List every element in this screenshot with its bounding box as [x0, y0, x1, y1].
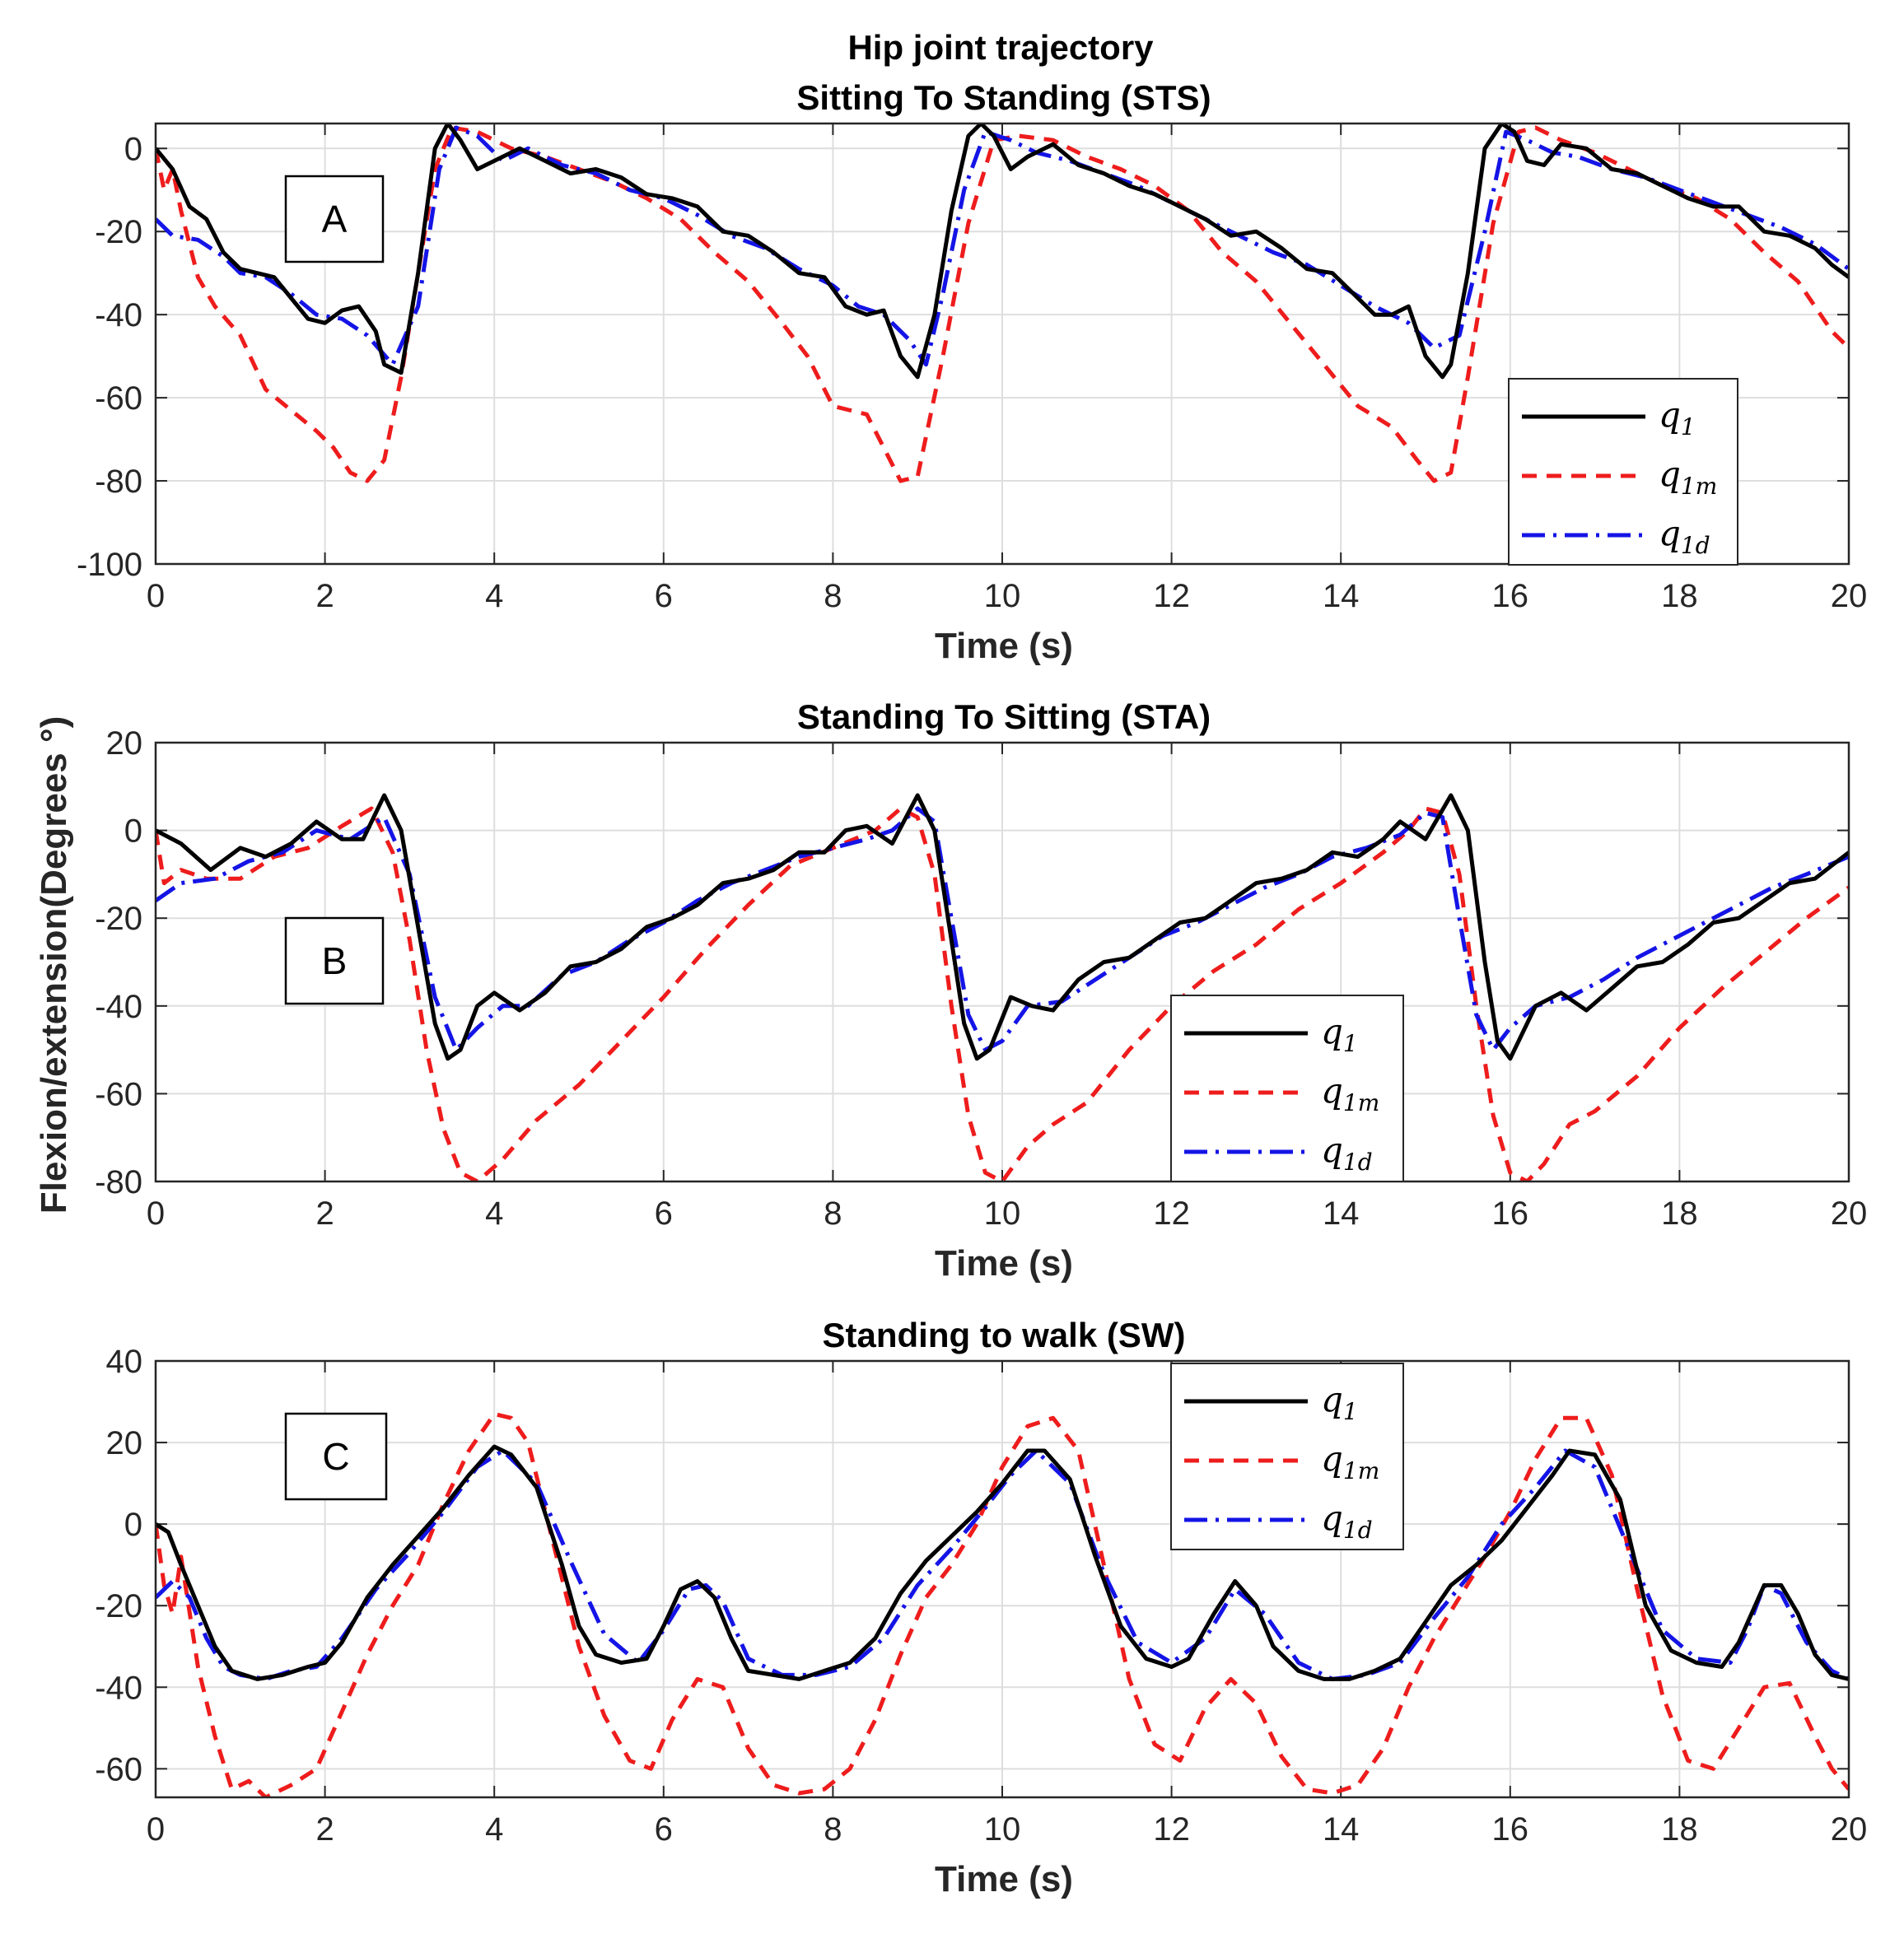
y-tick-label: 0 — [124, 813, 142, 850]
x-axis-label: Time (s) — [935, 1243, 1073, 1284]
x-tick-label: 4 — [485, 578, 503, 614]
y-tick-label: 0 — [124, 1507, 142, 1543]
y-tick-label: -40 — [95, 1670, 142, 1706]
axes-box — [154, 1359, 1850, 1799]
panels: 0 2 4 6 8 10 12 14 16 18 200-20-40-60-80-100Sittin… — [77, 78, 1867, 1899]
x-tick-label: 8 — [824, 1195, 842, 1232]
x-tick-label: 8 — [824, 578, 842, 614]
y-tick-label: 0 — [124, 131, 142, 167]
panel-title: Standing To Sitting (STA) — [797, 697, 1211, 736]
y-tick-label: -20 — [95, 901, 142, 937]
x-tick-label: 2 — [315, 578, 334, 614]
x-tick-label: 4 — [485, 1811, 503, 1848]
series-line-q1d — [156, 806, 1849, 1052]
x-axis-label: Time (s) — [935, 626, 1073, 666]
x-tick-label: 8 — [824, 1811, 842, 1848]
x-tick-label: 16 — [1492, 578, 1529, 614]
x-tick-label: 0 — [147, 578, 165, 614]
x-tick-label: 2 — [315, 1195, 334, 1232]
panel-label-box — [284, 916, 385, 1005]
panel-label: A — [322, 198, 348, 240]
x-tick-label: 2 — [315, 1811, 334, 1848]
x-tick-label: 18 — [1661, 1811, 1698, 1848]
x-tick-label: 10 — [984, 1195, 1021, 1232]
y-tick-label: 20 — [106, 1425, 143, 1461]
x-tick-label: 6 — [655, 1811, 673, 1848]
x-tick-label: 12 — [1153, 1811, 1190, 1848]
y-tick-label: -60 — [95, 1751, 142, 1787]
y-tick-label: -40 — [95, 297, 142, 333]
x-tick-label: 14 — [1323, 1811, 1360, 1848]
panel-title: Sitting To Standing (STS) — [796, 78, 1211, 117]
panel-label: C — [322, 1435, 349, 1478]
y-tick-label: -80 — [95, 1164, 142, 1200]
series-line-q1 — [156, 1444, 1849, 1681]
y-tick-label: -60 — [95, 1076, 142, 1112]
x-tick-label: 14 — [1323, 1195, 1360, 1232]
x-tick-label: 0 — [147, 1195, 165, 1232]
axes-box — [154, 122, 1850, 566]
series-line-q1m — [156, 125, 1849, 483]
panel-title: Standing to walk (SW) — [823, 1316, 1186, 1354]
panel-A: 0 2 4 6 8 10 12 14 16 18 20 0 -20 -40 -60 -80 -100 Sittin… — [77, 78, 1867, 666]
x-tick-label: 4 — [485, 1195, 503, 1232]
y-tick-label: 40 — [106, 1344, 143, 1380]
panel-C: 0 2 4 6 8 10 12 14 16 18 20 40 20 0 -20 -40 -60 Standing … — [95, 1316, 1867, 1899]
series-line-q1 — [156, 123, 1849, 380]
x-tick-label: 16 — [1492, 1811, 1529, 1848]
y-tick-label: 20 — [106, 725, 143, 762]
x-tick-label: 18 — [1661, 1195, 1698, 1232]
x-tick-label: 10 — [984, 1811, 1021, 1848]
x-tick-label: 0 — [147, 1811, 165, 1848]
panel-B: 0 2 4 6 8 10 12 14 16 18 20 20 0 -20 -40 -60 -80 Standing… — [95, 697, 1867, 1284]
y-tick-label: -20 — [95, 214, 142, 250]
panel-label-box — [284, 175, 385, 263]
series-line-q1 — [156, 793, 1849, 1061]
panel-label-box — [284, 1412, 388, 1501]
axes-box — [154, 741, 1850, 1183]
x-tick-label: 18 — [1661, 578, 1698, 614]
x-tick-label: 12 — [1153, 1195, 1190, 1232]
x-tick-label: 12 — [1153, 578, 1190, 614]
x-tick-label: 20 — [1831, 578, 1868, 614]
y-tick-label: -80 — [95, 464, 142, 500]
x-tick-label: 14 — [1323, 578, 1360, 614]
x-tick-label: 20 — [1831, 1811, 1868, 1848]
figure-ylabel: Flexion/extension(Degrees °) — [34, 716, 74, 1214]
y-tick-label: -40 — [95, 989, 142, 1025]
x-tick-label: 6 — [655, 578, 673, 614]
x-tick-label: 20 — [1831, 1195, 1868, 1232]
x-tick-label: 16 — [1492, 1195, 1529, 1232]
y-tick-label: -60 — [95, 380, 142, 417]
x-axis-label: Time (s) — [935, 1859, 1073, 1899]
series-line-q1d — [156, 1448, 1849, 1681]
y-tick-label: -20 — [95, 1588, 142, 1624]
x-tick-label: 10 — [984, 578, 1021, 614]
x-tick-label: 6 — [655, 1195, 673, 1232]
panel-label: B — [322, 939, 348, 982]
figure-title: Hip joint trajectory — [847, 28, 1154, 67]
y-tick-label: -100 — [77, 547, 142, 583]
